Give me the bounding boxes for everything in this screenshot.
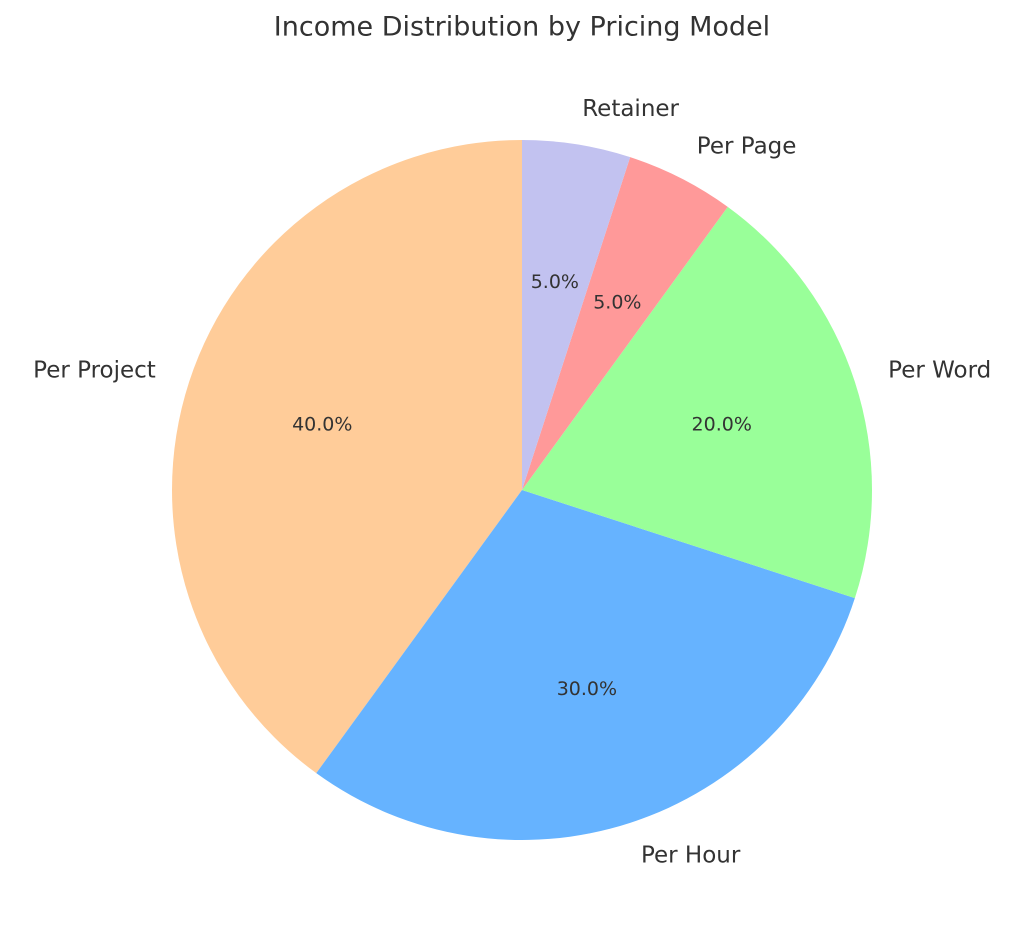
slice-label: Per Page: [697, 133, 797, 159]
pie-slice: [522, 140, 631, 490]
value-label: 5.0%: [593, 291, 641, 313]
slice-label: Per Word: [888, 358, 991, 384]
pie-slice: [171, 140, 522, 774]
value-label: 40.0%: [292, 414, 352, 436]
slice-label: Retainer: [582, 96, 679, 122]
pie-slice: [522, 157, 728, 490]
slice-label: Per Project: [33, 358, 156, 384]
pie-slice: [522, 206, 872, 599]
chart-title: Income Distribution by Pricing Model: [274, 12, 770, 43]
slice-label: Per Hour: [641, 843, 741, 869]
value-label: 30.0%: [557, 678, 617, 700]
pie-slice: [316, 490, 855, 841]
value-label: 20.0%: [692, 414, 752, 436]
value-label: 5.0%: [531, 271, 579, 293]
